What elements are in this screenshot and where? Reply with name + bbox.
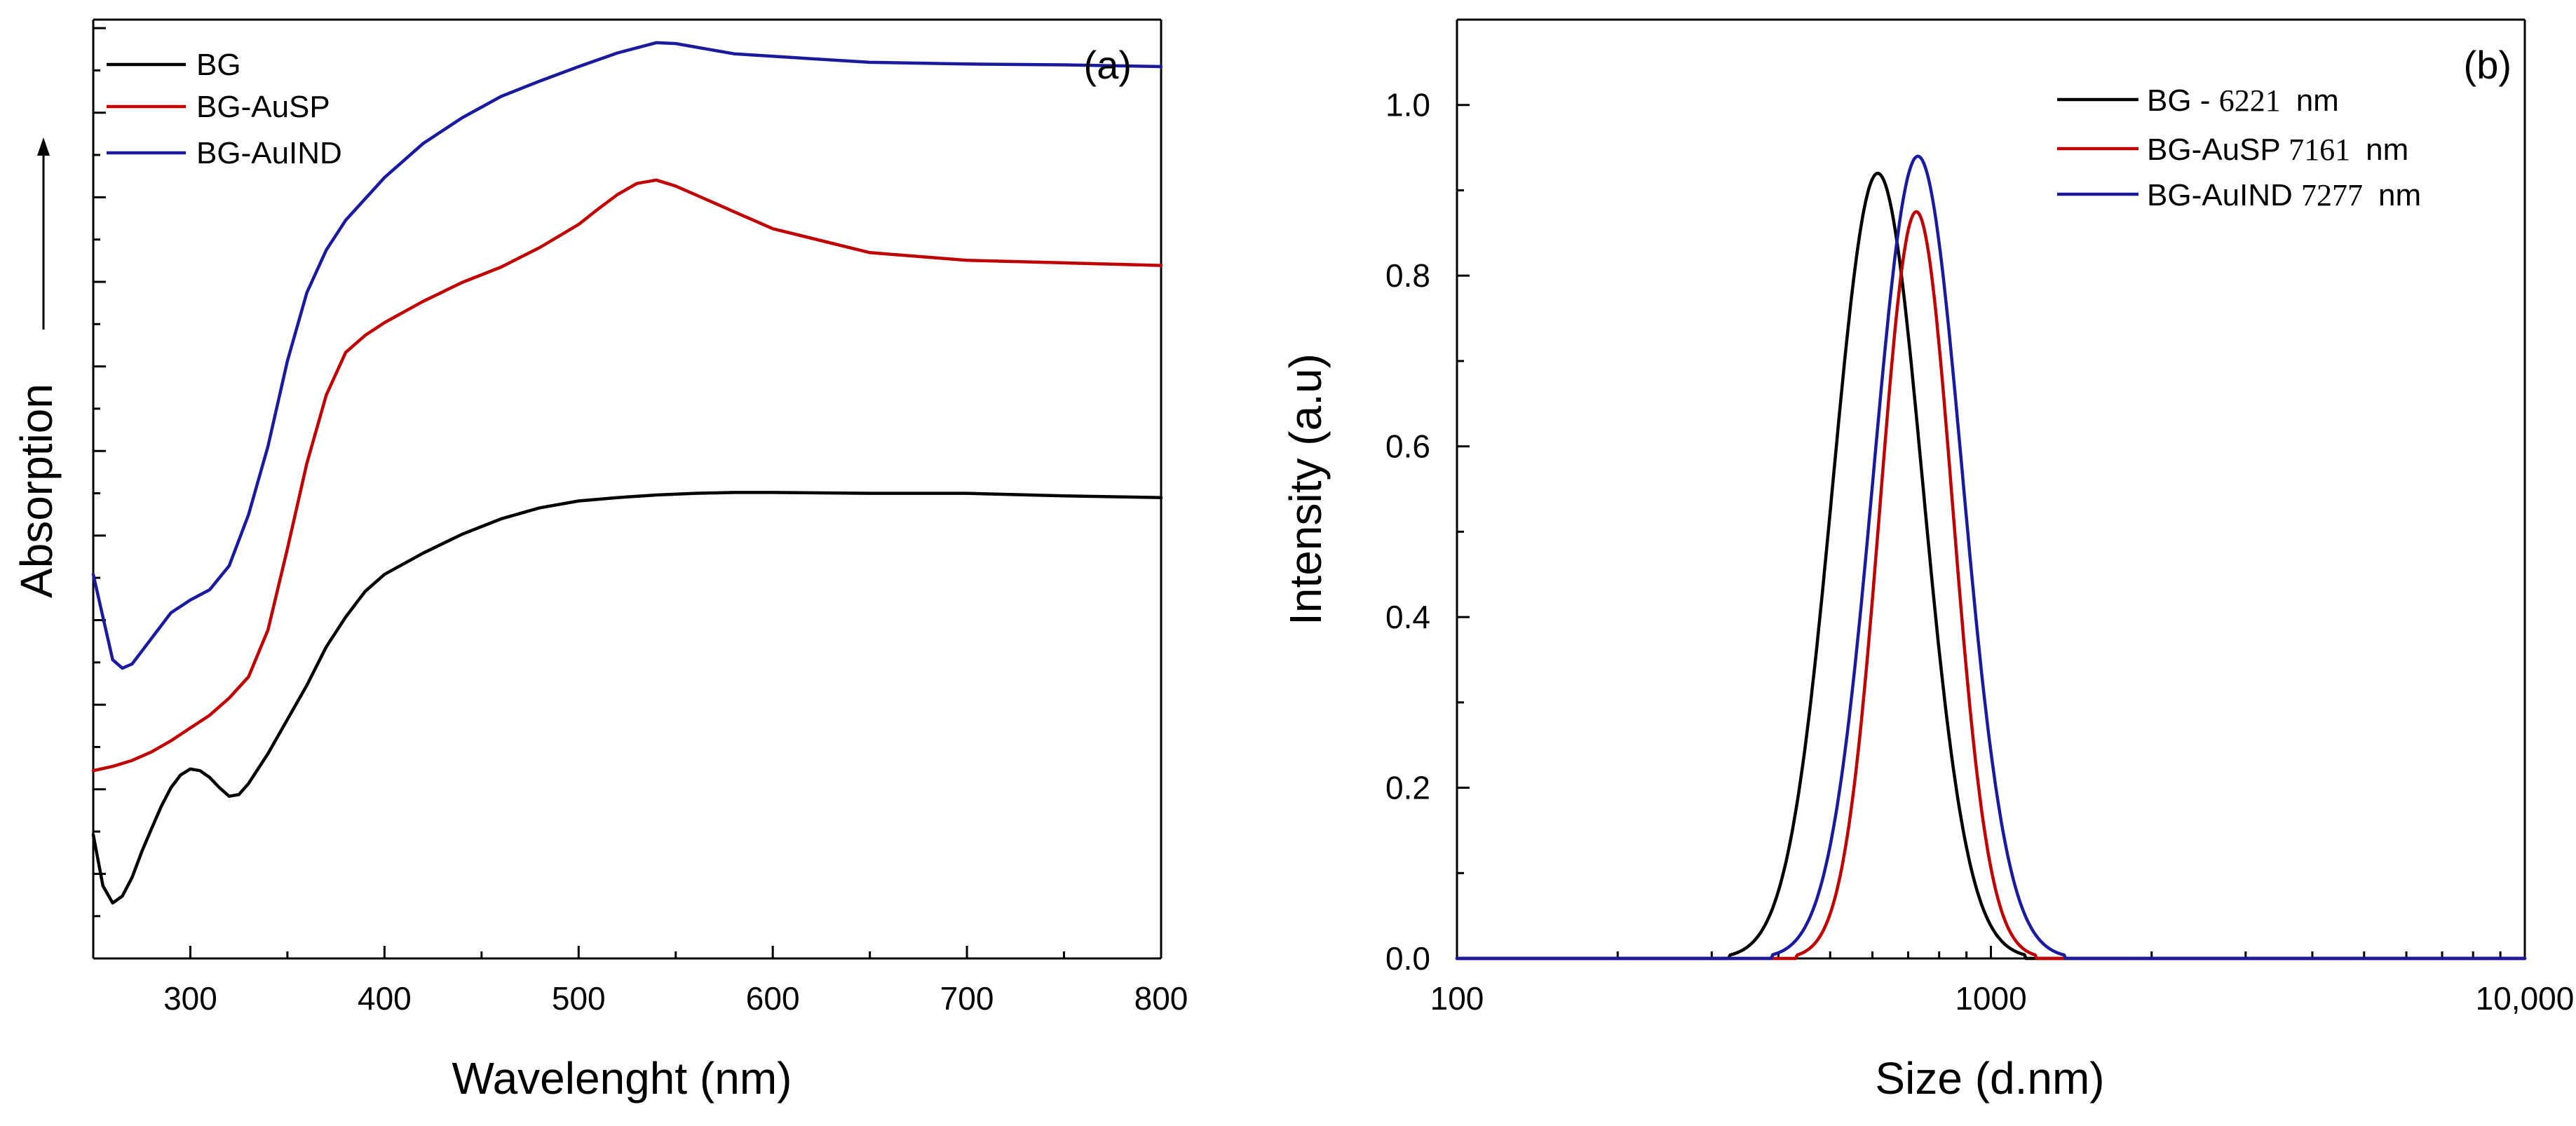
- panel-b-y-tick-label: 0.6: [1385, 428, 1430, 465]
- panel-a-x-tick-label: 600: [746, 980, 800, 1017]
- panel-b-x-tick-label: 10,000: [2476, 980, 2575, 1017]
- panel-a-x-tick-labels: 300 400 500 600 700 800: [163, 980, 1188, 1017]
- panel-b-y-tick-label: 0.4: [1385, 599, 1430, 635]
- panel-b-series-0: [1455, 171, 2527, 961]
- panel-b-x-label: Size (d.nm): [1875, 1053, 2104, 1104]
- legend-a-label-auind: BG-AuIND: [196, 136, 342, 170]
- legend-b-size-bg: 6221: [2219, 83, 2281, 118]
- panel-b-series-2: [1455, 154, 2527, 961]
- legend-b-label-ausp: BG-AuSP 7161 nm: [2147, 133, 2408, 167]
- panel-a: 300 400 500 600 700 800 (a) BG BG-AuSP BG-AuI…: [11, 18, 1188, 1104]
- legend-b-unit-auind: nm: [2378, 178, 2421, 212]
- panel-a-y-label: Absorption: [11, 384, 62, 598]
- panel-b-y-tick-label: 1.0: [1385, 87, 1430, 123]
- panel-a-x-tick-label: 400: [358, 980, 412, 1017]
- panel-a-curves: [91, 41, 1163, 905]
- panel-a-series-bg: [91, 491, 1163, 905]
- panel-a-x-tick-label: 800: [1134, 980, 1188, 1017]
- panel-b-x-tick-label: 1000: [1955, 980, 2026, 1017]
- panel-b-curves: [1455, 154, 2527, 961]
- legend-b-size-ausp: 7161: [2289, 133, 2350, 167]
- legend-a-label-ausp: BG-AuSP: [196, 90, 330, 124]
- legend-b-unit-bg: nm: [2296, 83, 2339, 118]
- panel-b-x-tick-label: 100: [1430, 980, 1484, 1017]
- panel-b-y-tick-label: 0.2: [1385, 770, 1430, 806]
- panel-a-x-tick-label: 300: [163, 980, 217, 1017]
- panel-a-label: (a): [1084, 43, 1132, 87]
- panel-b-series-1: [1455, 210, 2527, 961]
- panel-b-ticks: [1456, 18, 2526, 960]
- panel-a-x-tick-label: 700: [940, 980, 994, 1017]
- panel-b: 0.0 0.2 0.4 0.6 0.8 1.0 100 1000 10,000 (b) BG …: [1280, 18, 2575, 1104]
- legend-b-name-bg: BG -: [2147, 83, 2219, 118]
- panel-a-x-tick-label: 500: [552, 980, 606, 1017]
- panel-a-y-axis-title: Absorption: [11, 137, 62, 598]
- legend-b-name-ausp: BG-AuSP: [2147, 133, 2289, 167]
- legend-b-label-auind: BG-AuIND 7277 nm: [2147, 178, 2421, 212]
- panel-b-y-label: Intensity (a.u): [1280, 353, 1331, 625]
- legend-b-unit-ausp: nm: [2366, 133, 2408, 167]
- legend-b-name-auind: BG-AuIND: [2147, 178, 2301, 212]
- y-axis-arrow-head: [37, 137, 50, 156]
- legend-a-label-bg: BG: [196, 48, 241, 82]
- panel-b-label: (b): [2464, 43, 2511, 87]
- legend-b-label-bg: BG - 6221 nm: [2147, 83, 2339, 118]
- panel-b-x-tick-labels: 100 1000 10,000: [1430, 980, 2575, 1017]
- legend-b-size-auind: 7277: [2301, 178, 2363, 212]
- panel-b-y-tick-labels: 0.0 0.2 0.4 0.6 0.8 1.0: [1385, 87, 1430, 977]
- panel-a-legend: BG BG-AuSP BG-AuIND: [107, 48, 342, 170]
- panel-b-y-tick-label: 0.8: [1385, 257, 1430, 294]
- panel-a-series-bg-ausp: [91, 178, 1163, 773]
- panel-b-legend: BG - 6221 nm BG-AuSP 7161 nm BG-AuIND 7277…: [2057, 83, 2421, 212]
- panel-a-x-label: Wavelenght (nm): [452, 1053, 792, 1104]
- panel-a-series-bg-auind: [91, 41, 1163, 670]
- panel-b-y-tick-label: 0.0: [1385, 940, 1430, 977]
